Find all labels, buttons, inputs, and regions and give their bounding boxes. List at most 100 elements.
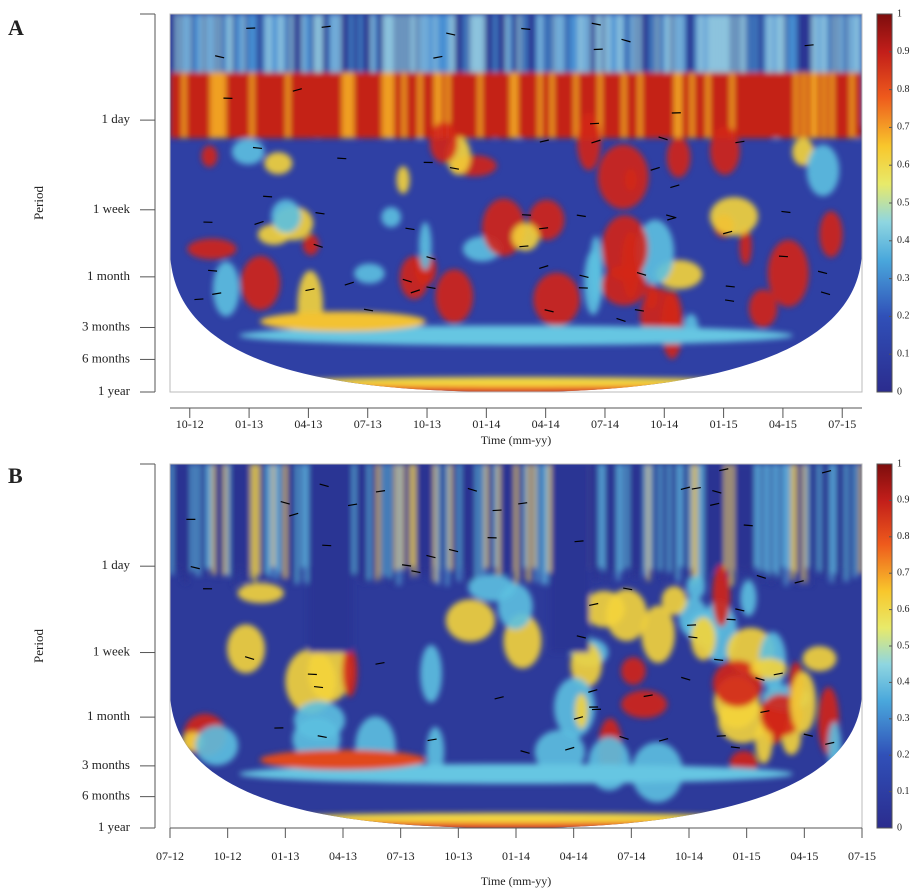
texture-stripe: [242, 464, 245, 582]
texture-stripe: [682, 72, 686, 139]
phase-arrow: [735, 608, 745, 612]
plot-frame: [169, 13, 863, 393]
x-tick-label: 01-14: [502, 849, 530, 863]
texture-stripe: [290, 72, 294, 139]
heatmap-texture: [170, 14, 862, 392]
texture-stripe: [545, 14, 548, 121]
texture-stripe: [518, 72, 522, 139]
texture-stripe: [174, 72, 178, 139]
texture-stripe: [851, 464, 854, 572]
colorbar-tick-label: 1: [897, 458, 902, 469]
texture-stripe: [833, 464, 836, 574]
texture-stripe: [302, 14, 305, 125]
phase-arrow: [544, 309, 554, 313]
texture-stripe: [494, 72, 498, 139]
texture-stripe: [494, 464, 497, 569]
texture-stripe: [221, 14, 224, 127]
texture-stripe: [512, 14, 515, 129]
texture-stripe: [593, 464, 596, 581]
texture-stripe: [815, 14, 818, 127]
texture-stripe: [590, 72, 594, 139]
phase-arrow: [410, 289, 420, 294]
texture-blob: [827, 721, 842, 773]
phase-arrow: [467, 487, 478, 492]
texture-stripe: [812, 14, 815, 122]
phase-arrow: [680, 486, 691, 491]
texture-stripe: [743, 14, 746, 126]
texture-stripe: [710, 14, 713, 123]
texture-stripe: [510, 72, 514, 139]
texture-stripe: [654, 72, 658, 139]
texture-stripe: [827, 14, 830, 129]
texture-stripe: [578, 72, 582, 139]
texture-stripe: [800, 464, 803, 579]
texture-stripe: [521, 464, 524, 579]
texture-stripe: [728, 464, 731, 586]
phase-arrow: [573, 716, 584, 720]
texture-stripe: [242, 72, 246, 139]
phase-arrow: [519, 245, 529, 248]
texture-stripe: [798, 72, 802, 139]
phase-arrow: [521, 27, 531, 30]
texture-stripe: [666, 72, 670, 139]
texture-stripe: [222, 72, 226, 139]
texture-stripe: [404, 464, 407, 569]
texture-stripe: [506, 72, 510, 139]
phase-arrow: [521, 214, 532, 216]
colorbar-tick-label: 0.5: [897, 640, 910, 651]
texture-stripe: [514, 72, 518, 139]
texture-stripe: [443, 464, 446, 568]
texture-stripe: [389, 464, 392, 579]
texture-stripe: [362, 14, 365, 125]
texture-stripe: [530, 464, 533, 583]
texture-blob: [445, 599, 495, 642]
y-tick-label: 6 months: [82, 350, 130, 365]
phase-arrow: [313, 685, 324, 689]
texture-stripe: [791, 14, 794, 128]
texture-stripe: [434, 464, 437, 583]
texture-stripe: [491, 464, 494, 579]
phase-arrow: [289, 512, 299, 517]
texture-stripe: [446, 72, 450, 139]
texture-stripe: [602, 464, 605, 571]
texture-stripe: [737, 464, 740, 569]
texture-stripe: [670, 72, 674, 139]
phase-arrow: [670, 184, 680, 189]
texture-stripe: [569, 14, 572, 131]
texture-stripe: [630, 72, 634, 139]
phase-arrow: [305, 288, 315, 292]
texture-blob: [468, 574, 516, 602]
texture-blob: [691, 617, 716, 661]
texture-stripe: [542, 14, 545, 127]
phase-arrow: [375, 661, 385, 665]
texture-stripe: [398, 14, 401, 129]
texture-blob: [661, 290, 683, 359]
texture-stripe: [392, 14, 395, 129]
y-axis-label: Period: [31, 186, 46, 220]
phase-arrow: [724, 299, 735, 302]
texture-stripe: [458, 464, 461, 582]
x-tick-label: 01-14: [472, 417, 500, 431]
texture-stripe: [266, 464, 269, 574]
texture-blob: [583, 590, 625, 628]
texture-stripe: [282, 72, 286, 139]
texture-stripe: [767, 464, 770, 576]
x-tick-label: 07-13: [354, 417, 382, 431]
texture-stripe: [344, 14, 347, 130]
texture-stripe: [419, 464, 422, 578]
texture-stripe: [186, 72, 190, 139]
texture-stripe: [731, 464, 734, 586]
y-tick-label: 1 year: [98, 383, 131, 398]
phase-arrow: [574, 540, 584, 543]
texture-blob: [227, 624, 266, 674]
texture-stripe: [713, 14, 716, 131]
texture-blob: [534, 729, 586, 774]
texture-stripe: [809, 464, 812, 586]
texture-stripe: [203, 14, 206, 131]
texture-stripe: [272, 464, 275, 568]
texture-stripe: [812, 464, 815, 567]
texture-stripe: [677, 464, 680, 583]
phase-arrow: [321, 25, 331, 28]
x-tick-label: 01-13: [271, 849, 299, 863]
phase-arrow: [426, 286, 436, 289]
